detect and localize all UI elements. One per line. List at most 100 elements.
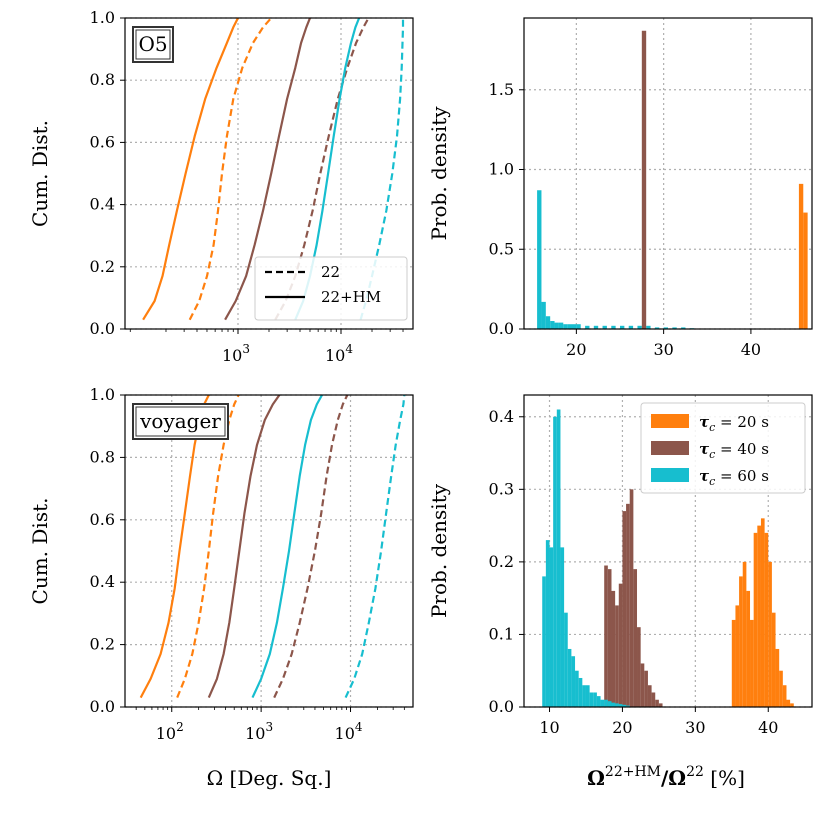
x-tick-base: 10 xyxy=(156,724,176,743)
series-line-0 xyxy=(142,18,239,321)
histogram-bar xyxy=(596,696,601,707)
legend-label: τc = 60 s xyxy=(699,467,769,488)
series-line-1 xyxy=(176,395,240,699)
histogram-bar xyxy=(798,183,804,329)
y-tick-label: 1.0 xyxy=(90,8,115,27)
legend-label: 22 xyxy=(321,263,340,281)
histogram-bar xyxy=(602,325,607,329)
series-line-5 xyxy=(344,395,406,699)
y-tick-label: 0.2 xyxy=(90,635,115,654)
x-tick-base: 10 xyxy=(335,724,355,743)
axes-frame xyxy=(124,394,414,708)
histogram-bar xyxy=(655,699,659,707)
x-tick-label: 104 xyxy=(325,342,353,365)
histogram-bar xyxy=(644,670,648,707)
series-line-4 xyxy=(251,395,323,699)
y-tick-label: 1.0 xyxy=(489,160,514,179)
legend: 22 22+HM xyxy=(254,256,408,321)
legend-swatch xyxy=(651,441,689,455)
legend-rest: = 20 s xyxy=(715,413,769,431)
x-tick-label: 40 xyxy=(758,718,778,737)
panel-top-right: 0.0 0.5 1.0 1.5 20 30 40 Prob. density xyxy=(427,17,813,359)
y-axis-label: Prob. density xyxy=(427,483,451,618)
series-line-2 xyxy=(224,18,312,321)
series-line-5 xyxy=(359,18,405,321)
x-tick-base: 10 xyxy=(222,346,242,365)
histogram-bar xyxy=(604,699,608,707)
histogram-bar xyxy=(658,703,663,707)
histogram-bar xyxy=(537,190,542,329)
histogram-bar xyxy=(611,590,616,707)
y-tick-label: 0.2 xyxy=(489,552,514,571)
panel-tag-box xyxy=(132,26,174,63)
histogram-bar xyxy=(567,324,572,329)
legend-tau: τ xyxy=(699,413,710,431)
x-tick-base: 10 xyxy=(245,724,265,743)
x-tick-base: 10 xyxy=(325,346,345,365)
x-tick-label: 102 xyxy=(156,720,184,743)
histogram-bar xyxy=(600,699,605,707)
histogram-bar xyxy=(764,532,769,707)
x-label-sup: 22 xyxy=(686,764,704,780)
histogram-bar xyxy=(545,540,550,707)
histogram-bar xyxy=(585,685,590,707)
histogram-bar xyxy=(593,325,599,329)
series-line-0 xyxy=(139,395,210,699)
y-tick-label: 0.4 xyxy=(90,195,115,214)
axes-frame xyxy=(523,394,813,708)
y-tick-label: 0.0 xyxy=(489,697,514,716)
histogram-bar xyxy=(607,569,612,707)
legend-tau: τ xyxy=(699,467,710,485)
x-tick-label: 40 xyxy=(741,340,761,359)
histogram-bar xyxy=(739,576,743,707)
histogram-bar xyxy=(611,325,616,329)
histogram-bar xyxy=(563,324,568,329)
y-tick-label: 0.0 xyxy=(90,319,115,338)
histogram-bar xyxy=(585,325,590,329)
y-tick-label: 0.4 xyxy=(90,572,115,591)
histogram-bar xyxy=(641,30,647,329)
histogram-bar xyxy=(742,561,747,707)
histogram-bar xyxy=(633,569,638,707)
histogram-bar xyxy=(564,612,568,707)
x-label-mid: /Ω xyxy=(661,766,686,790)
histogram-bar xyxy=(637,325,642,329)
y-tick-label: 0.8 xyxy=(90,70,115,89)
histogram-bar xyxy=(607,701,612,707)
x-tick-label: 20 xyxy=(566,340,586,359)
histogram-bar xyxy=(786,699,791,707)
histogram-bar xyxy=(567,648,572,707)
histogram-bar xyxy=(622,511,627,707)
histogram-bar xyxy=(550,321,555,329)
histogram-bar xyxy=(672,327,677,329)
y-tick-label: 0.3 xyxy=(489,479,514,498)
legend-label: τc = 20 s xyxy=(699,413,769,434)
histogram-bar xyxy=(541,301,546,329)
histogram-bar xyxy=(790,703,794,707)
histogram-bar xyxy=(542,576,546,707)
histogram-bar xyxy=(575,670,579,707)
histogram-bar xyxy=(654,327,660,329)
histogram-bar xyxy=(582,685,586,707)
panel-tag: O5 xyxy=(132,26,174,63)
y-tick-label: 0.2 xyxy=(90,257,115,276)
x-tick-exponent: 2 xyxy=(176,720,184,734)
x-tick-exponent: 4 xyxy=(345,342,353,356)
x-axis-label: Ω22+HM/Ω22 [%] xyxy=(587,764,745,790)
histogram-bar xyxy=(554,322,559,329)
histogram-bar xyxy=(593,692,597,707)
histogram-bar xyxy=(626,705,630,707)
y-axis-label: Cum. Dist. xyxy=(28,120,52,227)
axes-frame xyxy=(523,17,813,330)
legend-sub: c xyxy=(709,475,715,488)
histogram-bar xyxy=(640,663,645,707)
histogram-bar xyxy=(628,325,634,329)
legend-sub: c xyxy=(709,421,715,434)
histogram-bar xyxy=(615,703,619,707)
series-line-2 xyxy=(207,395,281,699)
legend-sub: c xyxy=(709,448,715,461)
x-tick-label: 30 xyxy=(685,718,705,737)
y-tick-label: 0.8 xyxy=(90,447,115,466)
